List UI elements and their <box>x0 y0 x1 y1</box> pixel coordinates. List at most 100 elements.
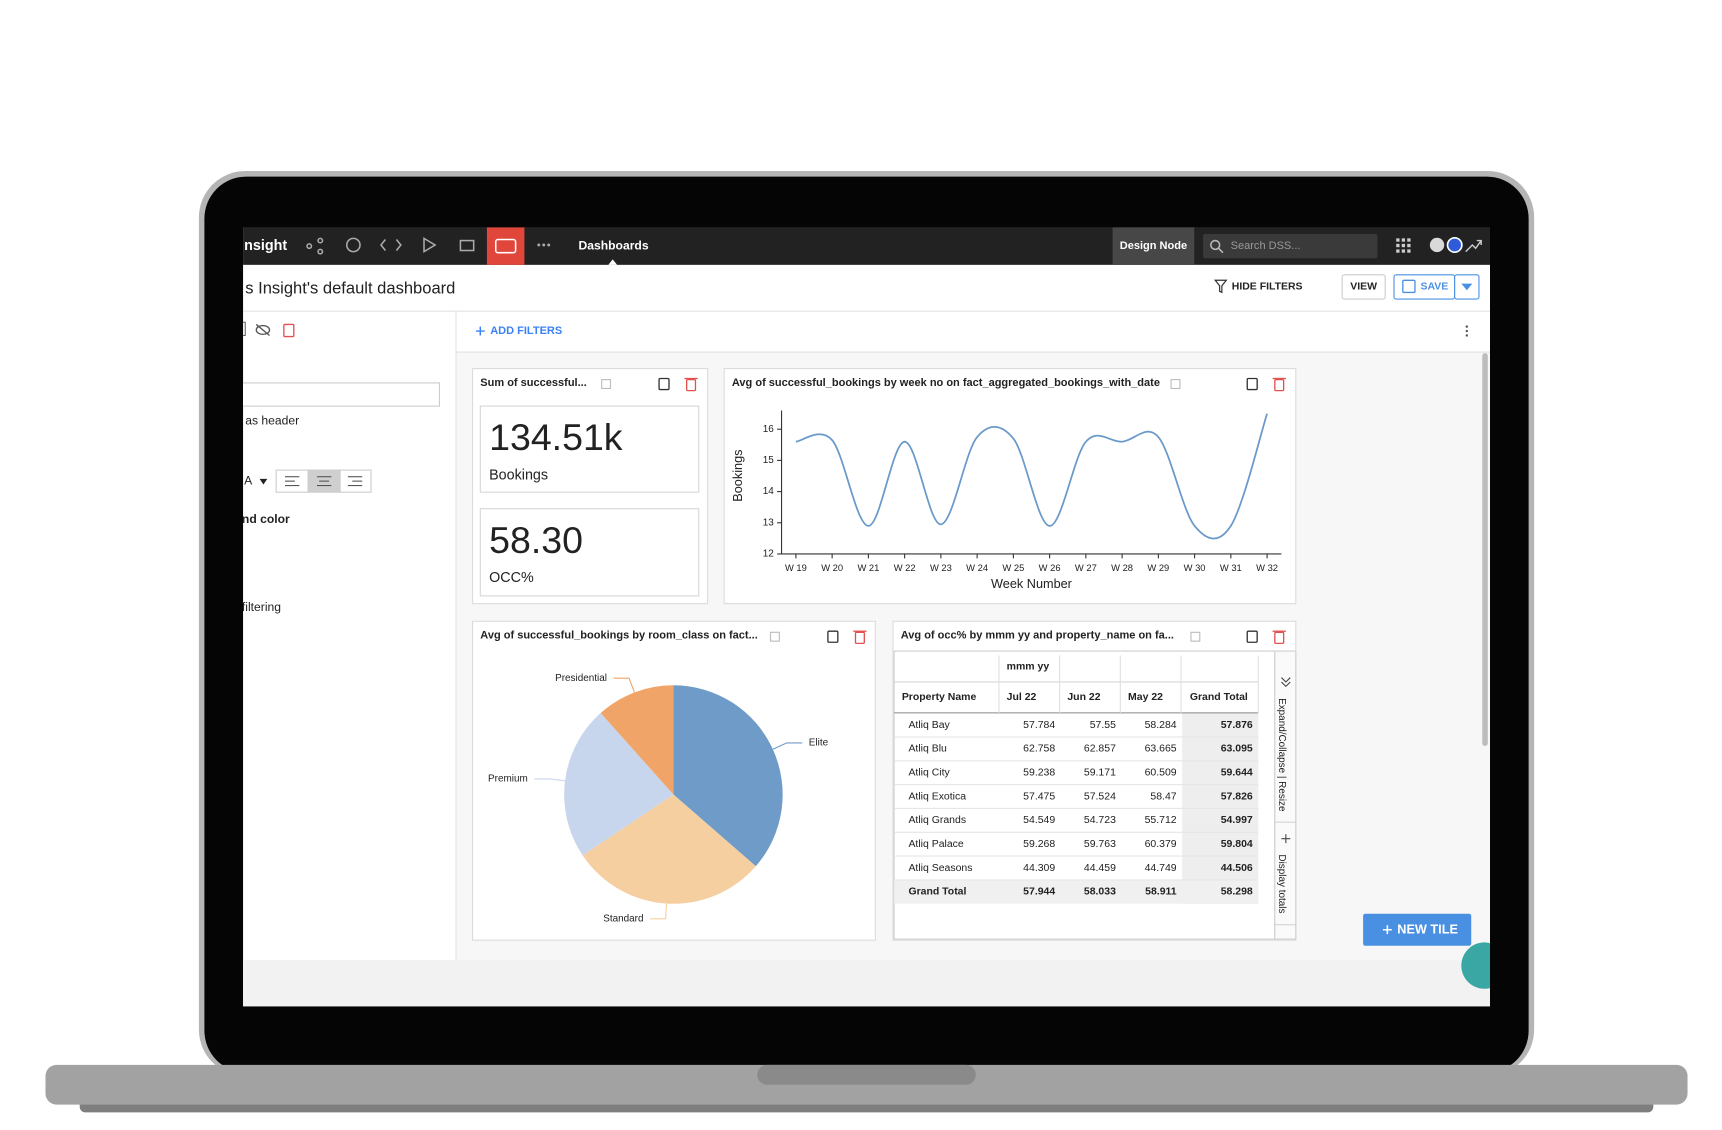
chat-launcher[interactable] <box>1461 942 1507 989</box>
view-button[interactable] <box>1341 274 1386 300</box>
more-icon[interactable] <box>537 243 551 247</box>
side-tab-label: Expand/Collapse | Resize <box>1276 698 1287 812</box>
open-icon[interactable] <box>769 631 780 642</box>
lab-icon[interactable] <box>345 237 361 253</box>
new-tile-button[interactable] <box>1363 913 1472 946</box>
trend-icon[interactable] <box>1465 239 1482 253</box>
table-cell: 63.095 <box>1221 744 1253 755</box>
panel-label: filtering <box>242 600 281 614</box>
table-cell: 59.644 <box>1221 767 1253 778</box>
table-cell: Atliq Palace <box>908 839 963 850</box>
copy-icon[interactable] <box>658 377 670 391</box>
apps-icon[interactable] <box>1396 238 1411 253</box>
kpi-box <box>479 508 700 597</box>
x-tick-label: W 28 <box>1111 563 1133 573</box>
avatar[interactable] <box>1446 236 1463 253</box>
x-tick-label: W 26 <box>1039 563 1061 573</box>
notch <box>757 1064 976 1085</box>
y-axis-label: Bookings <box>731 450 745 502</box>
x-axis-label: Week Number <box>991 577 1073 591</box>
panel-label: nd color <box>242 512 290 526</box>
copy-icon[interactable] <box>1246 630 1258 643</box>
text-input[interactable] <box>238 382 441 407</box>
table-cell: 59.171 <box>1084 767 1116 778</box>
tile-title: Avg of occ% by mmm yy and property_name … <box>901 630 1174 642</box>
scrollbar[interactable] <box>1482 353 1488 746</box>
open-icon[interactable] <box>1190 631 1201 642</box>
table-cell: 58.033 <box>1084 887 1116 898</box>
dot <box>1465 329 1469 333</box>
dashboard-icon <box>494 238 517 254</box>
table-cell: Atliq Blu <box>908 744 947 755</box>
table-cell: 63.665 <box>1145 744 1177 755</box>
line-tile[interactable] <box>723 368 1297 605</box>
copy-icon[interactable] <box>827 630 839 643</box>
flow-icon-node <box>317 248 324 255</box>
side-tab-label: Display totals <box>1276 854 1287 913</box>
column-header: Jul 22 <box>1007 692 1037 703</box>
run-icon[interactable] <box>423 236 437 253</box>
delete-icon[interactable] <box>1274 378 1285 392</box>
dot <box>1407 238 1411 242</box>
panel-label: A <box>244 473 253 487</box>
x-tick-label: W 29 <box>1147 563 1169 573</box>
table-cell: 58.47 <box>1150 791 1176 802</box>
table-cell: 44.459 <box>1084 863 1116 874</box>
table-cell: 57.475 <box>1023 791 1055 802</box>
code-icon[interactable] <box>379 238 402 251</box>
table-cell: 58.284 <box>1145 720 1177 731</box>
table-cell: 57.826 <box>1221 791 1253 802</box>
search-box[interactable] <box>1203 233 1378 259</box>
y-tick-label: 12 <box>763 549 775 560</box>
pie-label: Standard <box>603 913 643 924</box>
delete-icon[interactable] <box>685 378 697 392</box>
nav-icons <box>306 236 475 255</box>
kpi-label: OCC% <box>489 570 534 586</box>
add-filters: ADD FILTERS <box>490 325 562 337</box>
open-icon[interactable] <box>1170 379 1181 389</box>
nav-active-icon-bg[interactable] <box>486 227 525 265</box>
deploy-icon[interactable] <box>459 239 475 252</box>
table-cell: 60.509 <box>1145 767 1177 778</box>
delete-icon[interactable] <box>854 631 865 645</box>
table-cell: 60.379 <box>1145 839 1177 850</box>
line-series <box>795 413 1268 540</box>
dot <box>547 243 551 247</box>
table-cell: 57.524 <box>1084 791 1116 802</box>
open-icon[interactable] <box>601 379 612 389</box>
help-icon[interactable] <box>1429 237 1445 253</box>
table-cell: 59.763 <box>1084 839 1116 850</box>
dot <box>1401 238 1406 242</box>
table-cell: 54.723 <box>1084 815 1116 826</box>
delete-icon[interactable] <box>1274 631 1285 645</box>
copy-icon[interactable] <box>1246 377 1258 391</box>
pie-slice <box>673 685 783 867</box>
side-tabs[interactable] <box>1274 650 1297 940</box>
hide-icon[interactable] <box>255 324 271 336</box>
leader-line <box>613 677 635 693</box>
panel-label: as header <box>245 414 299 428</box>
y-tick-label: 14 <box>763 486 775 497</box>
dot <box>542 243 546 247</box>
x-tick-label: W 30 <box>1184 563 1206 573</box>
dashboard-title: s Insight's default dashboard <box>245 278 455 297</box>
table-cell: 57.55 <box>1090 720 1116 731</box>
x-tick-label: W 20 <box>821 563 843 573</box>
plus-icon <box>475 326 485 336</box>
panel-icon[interactable] <box>240 321 246 337</box>
kebab-menu[interactable] <box>1465 325 1469 337</box>
screen: nsight Dashboards Design Node Search DSS...… <box>238 227 1507 1007</box>
dot <box>1407 249 1411 253</box>
font-caret <box>259 478 268 485</box>
tile-title: Avg of successful_bookings by week no on… <box>732 377 1160 389</box>
flow-icon[interactable] <box>306 243 313 250</box>
table-cell: 59.238 <box>1023 767 1055 778</box>
delete-icon[interactable] <box>283 323 295 338</box>
leader-line <box>534 778 566 782</box>
table-cell: 58.911 <box>1145 887 1177 898</box>
table-cell: 62.857 <box>1084 744 1116 755</box>
dot <box>1465 334 1469 337</box>
table-cell: 62.758 <box>1023 744 1055 755</box>
